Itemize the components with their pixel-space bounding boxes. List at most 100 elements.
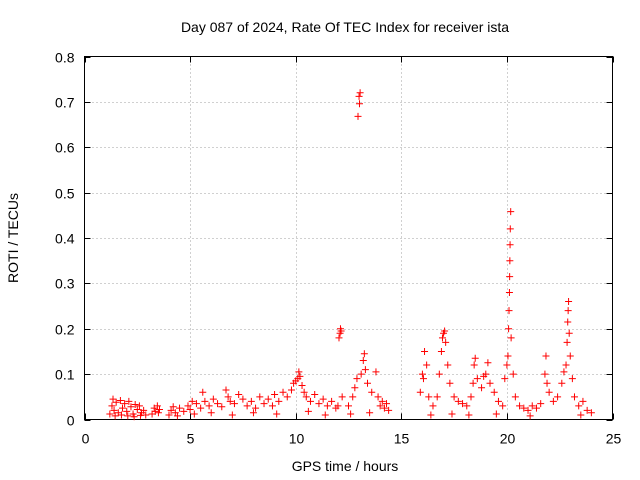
data-point xyxy=(562,361,570,369)
data-point xyxy=(565,329,573,337)
data-point xyxy=(214,400,222,408)
data-point xyxy=(506,241,514,249)
data-point xyxy=(192,400,200,408)
data-point xyxy=(328,397,336,405)
data-point xyxy=(273,410,281,418)
data-point xyxy=(549,397,557,405)
data-point xyxy=(467,393,475,401)
y-tick-label: 0.6 xyxy=(55,140,75,156)
data-point xyxy=(378,397,386,405)
data-point xyxy=(524,406,532,414)
data-point xyxy=(249,409,257,417)
data-point xyxy=(153,402,161,410)
data-point xyxy=(545,388,553,396)
data-point xyxy=(207,409,215,417)
y-tick-label: 0.5 xyxy=(55,186,75,202)
data-point xyxy=(173,412,181,420)
data-point xyxy=(176,404,184,412)
data-point xyxy=(425,393,433,401)
data-point xyxy=(111,412,119,420)
data-point xyxy=(121,400,129,408)
data-point xyxy=(239,395,247,403)
data-point xyxy=(575,402,583,410)
data-point xyxy=(570,393,578,401)
data-point xyxy=(537,400,545,408)
data-point xyxy=(463,402,471,410)
data-point xyxy=(184,402,192,410)
data-point xyxy=(304,407,312,415)
x-tick-label: 0 xyxy=(82,431,90,447)
data-point xyxy=(311,391,319,399)
data-point xyxy=(224,393,232,401)
data-point xyxy=(438,334,446,342)
data-point xyxy=(155,406,163,414)
data-points xyxy=(106,89,595,421)
data-point xyxy=(427,411,435,419)
data-point xyxy=(372,368,380,376)
data-point xyxy=(133,406,141,414)
data-point xyxy=(323,402,331,410)
data-point xyxy=(353,375,361,383)
data-point xyxy=(484,359,492,367)
data-point xyxy=(351,384,359,392)
data-point xyxy=(264,395,272,403)
data-point xyxy=(429,402,437,410)
data-point xyxy=(222,386,230,394)
data-point xyxy=(494,397,502,405)
data-point xyxy=(180,407,188,415)
data-point xyxy=(543,379,551,387)
data-point xyxy=(354,112,362,120)
data-point xyxy=(558,379,566,387)
data-point xyxy=(338,393,346,401)
data-point xyxy=(117,411,125,419)
data-point xyxy=(380,404,388,412)
data-point xyxy=(296,372,304,380)
data-point xyxy=(235,391,243,399)
data-point xyxy=(349,393,357,401)
y-tick-label: 0 xyxy=(67,413,75,429)
x-tick-label: 25 xyxy=(606,431,622,447)
data-point xyxy=(564,318,572,326)
data-point xyxy=(347,410,355,418)
data-point xyxy=(504,352,512,360)
data-point xyxy=(119,404,127,412)
data-point xyxy=(252,404,260,412)
data-point xyxy=(454,397,462,405)
grid-layer xyxy=(84,56,613,420)
data-point xyxy=(165,411,173,419)
data-point xyxy=(564,307,572,315)
data-point xyxy=(188,397,196,405)
data-point xyxy=(167,406,175,414)
data-point xyxy=(442,338,450,346)
data-point xyxy=(300,388,308,396)
data-point xyxy=(337,327,345,335)
data-point xyxy=(295,368,303,376)
data-point xyxy=(433,393,441,401)
data-point xyxy=(112,398,120,406)
data-point xyxy=(130,413,138,421)
x-tick-label: 20 xyxy=(500,431,516,447)
data-point xyxy=(506,257,514,265)
data-point xyxy=(127,403,135,411)
data-point xyxy=(125,397,133,405)
data-point xyxy=(448,410,456,418)
data-point xyxy=(503,361,511,369)
data-point xyxy=(260,400,268,408)
data-point xyxy=(416,388,424,396)
data-point xyxy=(541,370,549,378)
data-point xyxy=(441,327,449,335)
data-point xyxy=(335,334,343,342)
data-point xyxy=(131,401,139,409)
data-point xyxy=(492,410,500,418)
data-point xyxy=(106,410,114,418)
data-point xyxy=(154,409,162,417)
y-tick-label: 0.3 xyxy=(55,276,75,292)
data-point xyxy=(334,402,342,410)
data-point xyxy=(243,402,251,410)
data-point xyxy=(478,384,486,392)
data-point xyxy=(532,404,540,412)
data-point xyxy=(271,391,279,399)
data-point xyxy=(366,409,374,417)
data-point xyxy=(226,397,234,405)
